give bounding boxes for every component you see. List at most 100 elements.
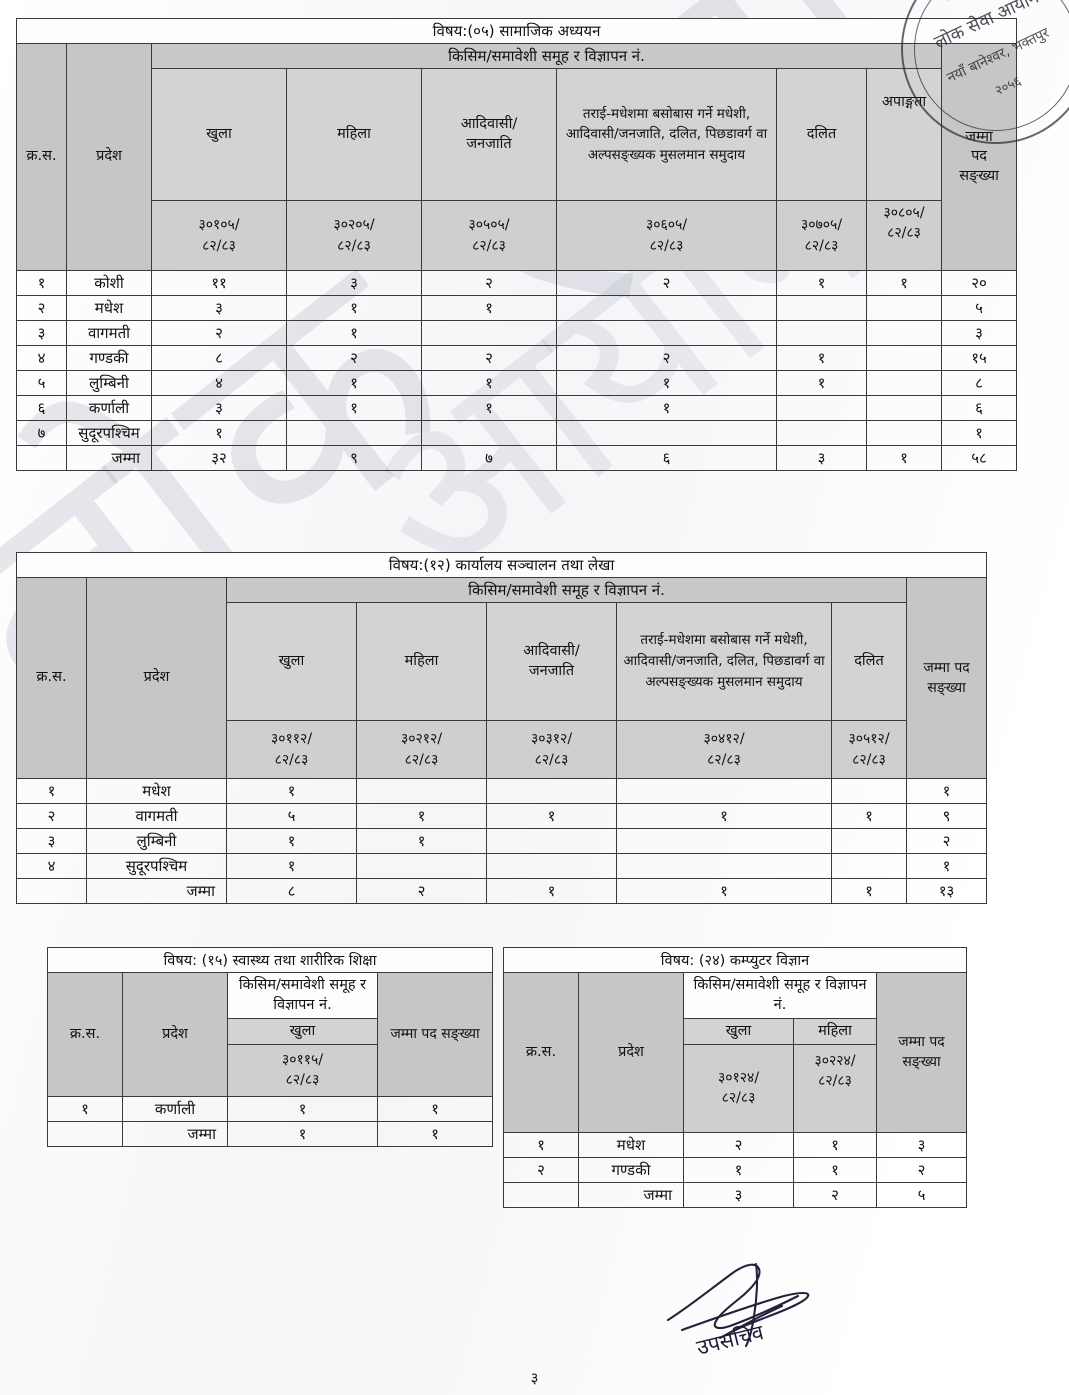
ad-no-indigenous: ३०५०५/ ८२/८३ — [421, 200, 557, 271]
cell-female: १ — [356, 828, 487, 854]
cell-total: ९ — [905, 803, 988, 829]
cell-total: १ — [905, 853, 988, 879]
cell-sn: ३ — [16, 828, 87, 854]
cell-total: १ — [905, 778, 988, 804]
cell-sn: ३ — [16, 320, 67, 346]
cell-disability — [866, 295, 942, 321]
col-header-total-posts: जम्मा पद सङ्ख्या — [377, 972, 493, 1097]
group-band-label: किसिम/समावेशी समूह र विज्ञापन नं. — [683, 972, 877, 1019]
cell-total-open: ८ — [226, 878, 357, 904]
col-header-madhesi: तराई-मधेशमा बसोबास गर्ने मधेशी, आदिवासी/… — [616, 602, 832, 721]
group-band-row: क्र.स. प्रदेश किसिम/समावेशी समूह र विज्ञ… — [16, 577, 988, 779]
col-header-province: प्रदेश — [122, 972, 228, 1097]
ad-no-open: ३०११५/ ८२/८३ — [227, 1043, 378, 1097]
cell-indigenous — [421, 420, 557, 446]
cell-total: २० — [940, 270, 1018, 296]
cell-sn: ७ — [16, 420, 67, 446]
ad-no-open: ३०११२/ ८२/८३ — [226, 720, 357, 779]
table-row: ६ कर्णाली ३ १ १ १ ६ — [16, 395, 1018, 421]
cell-total-indigenous: १ — [486, 878, 617, 904]
group-band-label: किसिम/समावेशी समूह र विज्ञापन नं. — [151, 43, 942, 69]
cell-madhesi: १ — [616, 803, 832, 829]
ad-no-disability: ३०८०५/ ८२/८३ — [866, 200, 942, 271]
cell-dalit: १ — [776, 270, 867, 296]
cell-sn: ६ — [16, 395, 67, 421]
cell-dalit: १ — [776, 345, 867, 371]
cell-total-label: जम्मा — [122, 1120, 228, 1147]
cell-sn: १ — [16, 778, 87, 804]
col-header-open: खुला — [226, 602, 357, 721]
cell-total-madhesi: ६ — [556, 445, 777, 471]
cell-sn: २ — [16, 803, 87, 829]
ad-no-dalit: ३०७०५/ ८२/८३ — [776, 200, 867, 271]
col-header-sn: क्र.स. — [503, 972, 579, 1133]
cell-sn: २ — [16, 295, 67, 321]
vacancy-table-health-physical-education: विषय: (१५) स्वास्थ्य तथा शारीरिक शिक्षा … — [47, 947, 493, 1147]
cell-total-open: १ — [227, 1120, 378, 1147]
group-band-label: किसिम/समावेशी समूह र विज्ञापन नं. — [226, 577, 907, 603]
cell-total: १ — [940, 420, 1018, 446]
cell-province: कर्णाली — [122, 1095, 228, 1122]
col-header-open: खुला — [227, 1017, 378, 1045]
vacancy-table-social-studies: विषय:(०५) सामाजिक अध्ययन क्र.स. प्रदेश क… — [15, 18, 1018, 471]
cell-province: लुम्बिनी — [66, 370, 152, 396]
cell-indigenous: १ — [486, 803, 617, 829]
ad-no-female: ३०२०५/ ८२/८३ — [286, 200, 422, 271]
cell-indigenous: २ — [421, 270, 557, 296]
col-header-dalit: दलित — [776, 68, 867, 201]
cell-sn: १ — [16, 270, 67, 296]
cell-total: ६ — [940, 395, 1018, 421]
cell-dalit — [776, 395, 867, 421]
cell-indigenous — [486, 828, 617, 854]
cell-total-madhesi: १ — [616, 878, 832, 904]
col-header-indigenous: आदिवासी/ जनजाति — [486, 602, 617, 721]
col-header-sn: क्र.स. — [16, 43, 67, 271]
table-total-row: जम्मा ८ २ १ १ १ १३ — [16, 878, 988, 904]
col-header-dalit: दलित — [831, 602, 907, 721]
cell-female: १ — [286, 395, 422, 421]
cell-female: १ — [286, 320, 422, 346]
cell-total-female: ९ — [286, 445, 422, 471]
ad-no-madhesi: ३०६०५/ ८२/८३ — [556, 200, 777, 271]
col-header-total-posts: जम्मा पद सङ्ख्या — [940, 43, 1018, 271]
cell-disability — [866, 345, 942, 371]
cell-total: २ — [875, 1156, 968, 1183]
table-title: विषय:(०५) सामाजिक अध्ययन — [15, 18, 1018, 44]
cell-dalit: १ — [831, 803, 907, 829]
cell-grand-total: १ — [377, 1120, 493, 1147]
col-header-open: खुला — [151, 68, 287, 201]
cell-indigenous: २ — [421, 345, 557, 371]
col-header-total-posts: जम्मा पद सङ्ख्या — [875, 972, 968, 1133]
group-band-row: क्र.स. प्रदेश किसिम/समावेशी समूह र विज्ञ… — [16, 43, 1018, 271]
cell-province: मधेश — [578, 1131, 684, 1158]
cell-madhesi: १ — [556, 395, 777, 421]
cell-sn: ५ — [16, 370, 67, 396]
col-header-province: प्रदेश — [578, 972, 684, 1133]
cell-indigenous — [486, 853, 617, 879]
cell-disability — [866, 420, 942, 446]
cell-total-label: जम्मा — [578, 1181, 684, 1208]
cell-dalit — [831, 828, 907, 854]
table-title-row: विषय:(०५) सामाजिक अध्ययन — [15, 18, 1018, 44]
cell-total-label: जम्मा — [66, 445, 152, 471]
cell-female: ३ — [286, 270, 422, 296]
cell-grand-total: ५ — [875, 1181, 968, 1208]
col-header-total-posts: जम्मा पद सङ्ख्या — [905, 577, 988, 779]
cell-sn: १ — [503, 1131, 579, 1158]
table-row: ३ वागमती २ १ ३ — [16, 320, 1018, 346]
table-row: ३ लुम्बिनी १ १ २ — [16, 828, 988, 854]
cell-female: १ — [356, 803, 487, 829]
cell-total: ५ — [940, 295, 1018, 321]
col-header-province: प्रदेश — [66, 43, 152, 271]
cell-open: २ — [683, 1131, 794, 1158]
cell-open: ८ — [151, 345, 287, 371]
cell-province: मधेश — [66, 295, 152, 321]
ad-no-open: ३०१०५/ ८२/८३ — [151, 200, 287, 271]
cell-female — [286, 420, 422, 446]
cell-grand-total: ५८ — [940, 445, 1018, 471]
cell-open: ५ — [226, 803, 357, 829]
cell-sn-empty — [503, 1181, 579, 1208]
table-row: १ मधेश १ १ — [16, 778, 988, 804]
cell-total-dalit: ३ — [776, 445, 867, 471]
table-title: विषय: (२४) कम्प्युटर विज्ञान — [502, 947, 968, 973]
